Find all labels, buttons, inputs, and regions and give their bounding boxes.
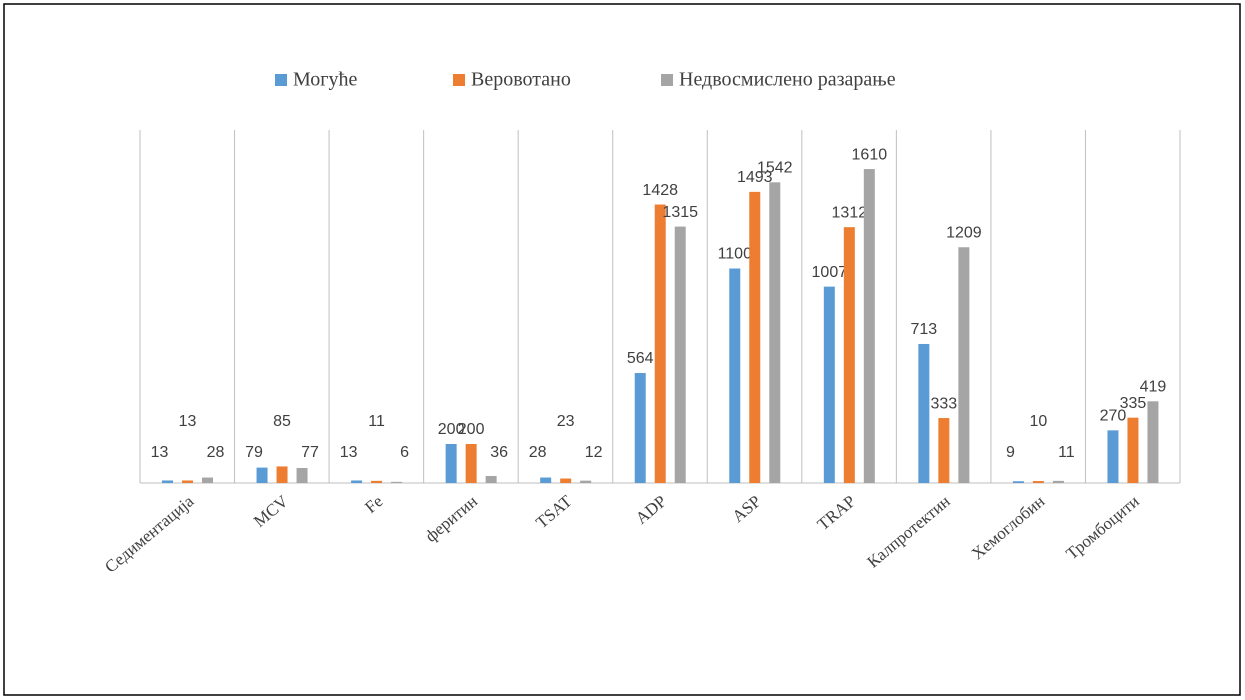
- data-label: 11: [368, 413, 385, 430]
- bar: [256, 467, 268, 483]
- data-label: 36: [490, 444, 508, 461]
- data-label: 1542: [757, 160, 793, 177]
- bar: [674, 226, 686, 483]
- bar: [1107, 430, 1119, 483]
- data-label: 10: [1030, 413, 1048, 430]
- data-label: 1312: [832, 204, 868, 221]
- bar: [540, 477, 552, 483]
- bar: [749, 191, 761, 484]
- bar: [938, 418, 950, 483]
- bar: [445, 444, 457, 483]
- bar: [1147, 401, 1159, 483]
- bar: [580, 480, 592, 483]
- bar: [485, 475, 497, 483]
- data-label: 1209: [946, 224, 982, 241]
- bar: [634, 373, 646, 483]
- bar: [1012, 481, 1024, 483]
- x-tick-label: Тромбоцити: [1062, 492, 1142, 564]
- x-tick-label: ADP: [632, 492, 670, 528]
- legend-swatch: [661, 74, 673, 86]
- data-label: 13: [179, 413, 197, 430]
- data-label: 1007: [812, 264, 848, 281]
- x-tick-label: MCV: [250, 491, 292, 531]
- data-label: 713: [911, 321, 938, 338]
- data-label: 28: [207, 444, 225, 461]
- data-label: 6: [400, 444, 409, 461]
- bar: [843, 227, 855, 483]
- data-label: 13: [340, 444, 358, 461]
- x-tick-label: Fe: [361, 492, 386, 517]
- bar: [1127, 417, 1139, 483]
- x-tick-label: Калпротектин: [864, 492, 954, 572]
- data-label: 1315: [662, 204, 698, 221]
- frame: [3, 3, 1241, 696]
- x-tick-label: Седиментација: [101, 491, 198, 576]
- bar: [729, 268, 741, 483]
- bar: [371, 480, 383, 483]
- bar: [182, 480, 193, 483]
- bar: [958, 247, 970, 483]
- data-label: 12: [585, 444, 603, 461]
- x-tick-label: феритин: [421, 492, 481, 546]
- data-label: 23: [557, 413, 575, 430]
- data-label: 85: [273, 413, 291, 430]
- bar: [1032, 481, 1044, 483]
- legend-label: Недвосмислено разарање: [679, 69, 896, 91]
- legend-swatch: [275, 74, 287, 86]
- legend-label: Могуће: [293, 69, 357, 91]
- legend-swatch: [453, 74, 465, 86]
- data-label: 1610: [852, 146, 888, 163]
- bar: [1052, 480, 1064, 483]
- bar: [296, 467, 308, 483]
- data-label: 79: [245, 444, 263, 461]
- data-label: 11: [1058, 444, 1075, 461]
- data-label: 9: [1006, 444, 1015, 461]
- data-label: 13: [151, 444, 169, 461]
- x-tick-label: ASP: [729, 492, 765, 527]
- x-tick-label: Хемоглобин: [968, 492, 1048, 564]
- bar: [769, 182, 781, 483]
- x-tick-label: TSAT: [532, 491, 576, 532]
- data-label: 28: [529, 444, 547, 461]
- data-label: 200: [458, 421, 485, 438]
- bar: [823, 286, 835, 483]
- data-label: 1428: [642, 182, 678, 199]
- data-label: 335: [1120, 395, 1147, 412]
- data-label: 1100: [718, 246, 753, 263]
- bar: [654, 204, 666, 484]
- legend-label: Веровотано: [471, 69, 571, 91]
- data-label: 270: [1100, 408, 1127, 425]
- data-label: 200: [438, 421, 465, 438]
- data-label: 419: [1140, 379, 1167, 396]
- data-label: 564: [627, 350, 654, 367]
- bar: [276, 466, 288, 483]
- bar: [391, 481, 403, 483]
- bar: [918, 343, 930, 483]
- data-label: 77: [301, 444, 319, 461]
- data-label: 333: [931, 395, 958, 412]
- bar: [162, 480, 173, 483]
- x-tick-label: TRAP: [814, 492, 860, 534]
- bar: [465, 444, 477, 483]
- bar: [351, 480, 363, 483]
- data-label: 1493: [737, 169, 773, 186]
- bar: [863, 169, 875, 484]
- bar: [202, 477, 213, 483]
- bar: [560, 478, 572, 483]
